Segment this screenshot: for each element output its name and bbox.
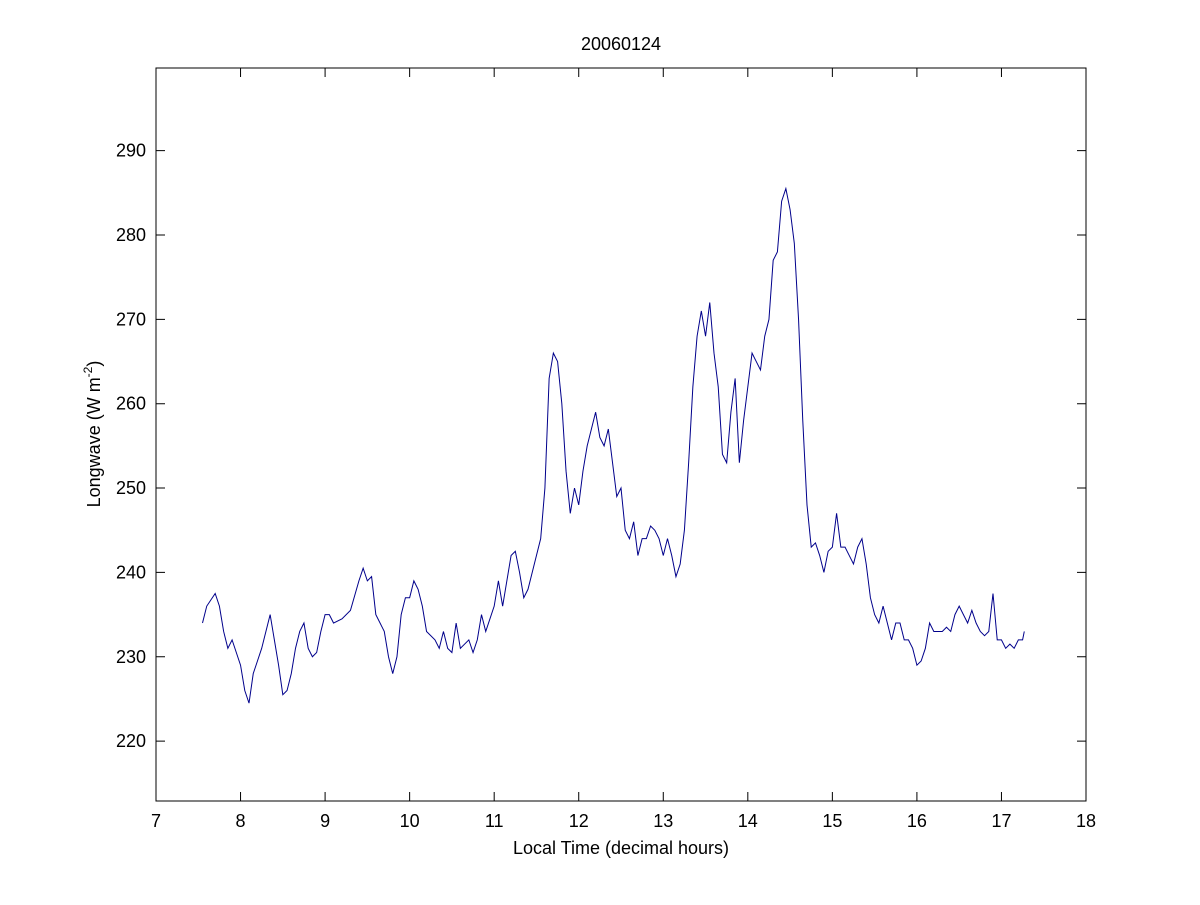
x-axis-label: Local Time (decimal hours) (513, 838, 729, 858)
y-label-text: Longwave (W m (84, 377, 104, 507)
x-tick-label: 13 (653, 811, 673, 831)
y-axis-label: Longwave (W m-2) (81, 361, 104, 508)
x-tick-label: 7 (151, 811, 161, 831)
y-label-suffix: ) (84, 361, 104, 367)
y-tick-label: 240 (116, 562, 146, 582)
y-tick-label: 250 (116, 478, 146, 498)
y-tick-label: 290 (116, 141, 146, 161)
plot-box (155, 67, 1087, 802)
x-tick-label: 16 (907, 811, 927, 831)
y-tick-label: 230 (116, 647, 146, 667)
x-tick-label: 12 (569, 811, 589, 831)
chart-title: 20060124 (581, 34, 661, 54)
x-tick-label: 10 (400, 811, 420, 831)
y-tick-label: 270 (116, 309, 146, 329)
x-tick-label: 14 (738, 811, 758, 831)
x-tick-label: 17 (991, 811, 1011, 831)
data-line (202, 186, 1025, 704)
x-tick-label: 9 (320, 811, 330, 831)
x-tick-label: 15 (822, 811, 842, 831)
x-tick-label: 18 (1076, 811, 1096, 831)
y-tick-label: 260 (116, 394, 146, 414)
y-tick-label: 220 (116, 731, 146, 751)
x-tick-label: 8 (236, 811, 246, 831)
y-tick-label: 280 (116, 225, 146, 245)
y-label-sup: -2 (81, 366, 95, 377)
x-tick-label: 11 (485, 811, 504, 831)
